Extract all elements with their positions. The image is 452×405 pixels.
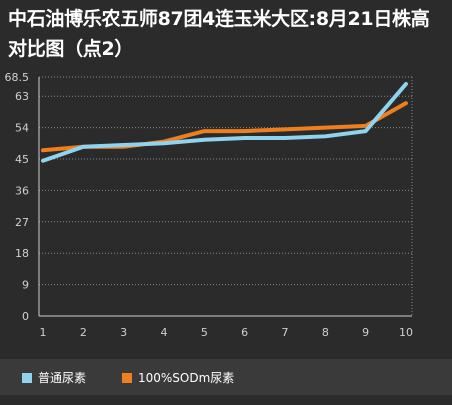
y-tick-label: 68.5 bbox=[5, 71, 30, 84]
legend-label-series-2: 100%SODm尿素 bbox=[138, 371, 235, 385]
series-line-2[interactable] bbox=[41, 101, 408, 153]
y-tick-label: 36 bbox=[15, 184, 29, 197]
legend-swatch-series-2 bbox=[122, 372, 132, 383]
series-lines bbox=[41, 81, 408, 163]
chart-title: 中石油博乐农五师87团4连玉米大区:8月21日株高对比图（点2） bbox=[8, 8, 430, 60]
series-line-1[interactable] bbox=[41, 81, 408, 163]
legend-swatch-series-1 bbox=[22, 372, 32, 383]
y-tick-label: 45 bbox=[15, 153, 29, 166]
x-tick-label: 9 bbox=[362, 326, 369, 339]
x-tick-label: 5 bbox=[201, 326, 208, 339]
y-tick-label: 0 bbox=[22, 310, 29, 323]
legend: 普通尿素 100%SODm尿素 bbox=[0, 359, 452, 395]
y-tick-label: 9 bbox=[22, 279, 29, 292]
x-tick-label: 3 bbox=[120, 326, 127, 339]
y-tick-label: 63 bbox=[15, 90, 29, 103]
x-tick-label: 1 bbox=[40, 326, 47, 339]
grid-lines bbox=[39, 76, 412, 286]
x-tick-label: 2 bbox=[80, 326, 87, 339]
legend-label-series-1: 普通尿素 bbox=[38, 371, 87, 385]
y-tick-label: 27 bbox=[15, 216, 29, 229]
legend-item-series-2[interactable]: 100%SODm尿素 bbox=[122, 369, 234, 386]
x-tick-label: 6 bbox=[241, 326, 248, 339]
legend-item-series-1[interactable]: 普通尿素 bbox=[22, 369, 86, 386]
x-tick-label: 4 bbox=[161, 326, 168, 339]
y-tick-label: 54 bbox=[15, 122, 29, 135]
axes bbox=[38, 77, 413, 317]
x-tick-label: 10 bbox=[399, 326, 413, 339]
x-tick-label: 7 bbox=[282, 326, 289, 339]
x-tick-label: 8 bbox=[322, 326, 329, 339]
y-tick-label: 18 bbox=[15, 247, 29, 260]
